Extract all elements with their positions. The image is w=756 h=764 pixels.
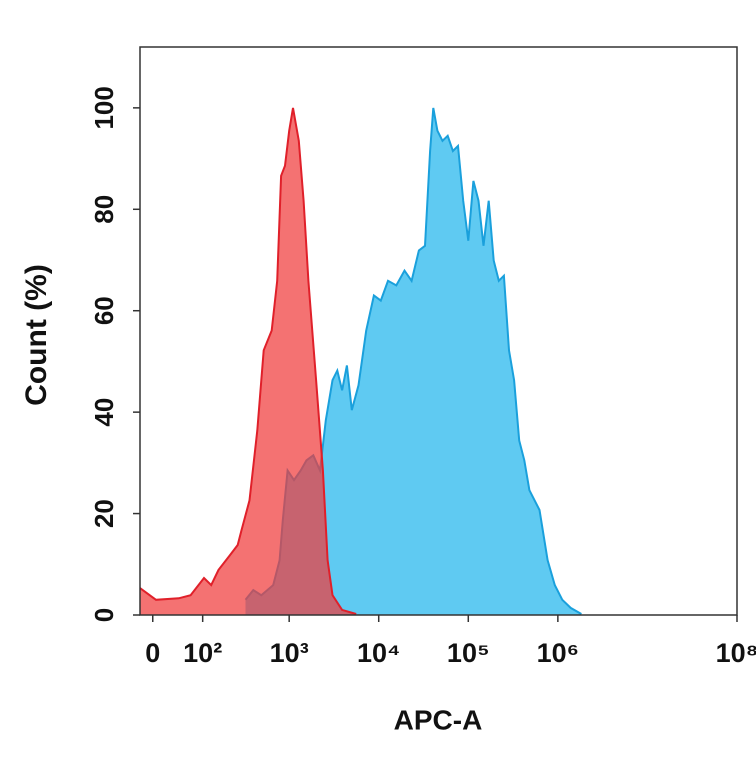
x-tick-label: 10⁸ bbox=[716, 638, 756, 668]
plot-frame bbox=[139, 46, 738, 616]
x-tick-label: 10³ bbox=[270, 638, 309, 668]
y-axis-label: Count (%) bbox=[20, 264, 53, 406]
y-tick-label: 0 bbox=[89, 608, 119, 622]
x-tick-label: 10⁴ bbox=[357, 638, 400, 668]
area-fill bbox=[140, 107, 357, 616]
x-axis-label: APC-A bbox=[394, 704, 483, 735]
y-tick-label: 100 bbox=[89, 86, 119, 129]
y-tick-label: 20 bbox=[89, 499, 119, 528]
y-tick-label: 40 bbox=[89, 398, 119, 427]
x-tick-label: 10⁵ bbox=[447, 638, 490, 668]
x-tick-label: 0 bbox=[145, 638, 160, 668]
y-tick-label: 80 bbox=[89, 195, 119, 224]
y-tick-label: 60 bbox=[89, 296, 119, 325]
x-tick-label: 10⁶ bbox=[537, 638, 579, 668]
x-tick-label: 10² bbox=[183, 638, 222, 668]
area-line bbox=[139, 107, 357, 615]
area-fill bbox=[245, 107, 582, 616]
